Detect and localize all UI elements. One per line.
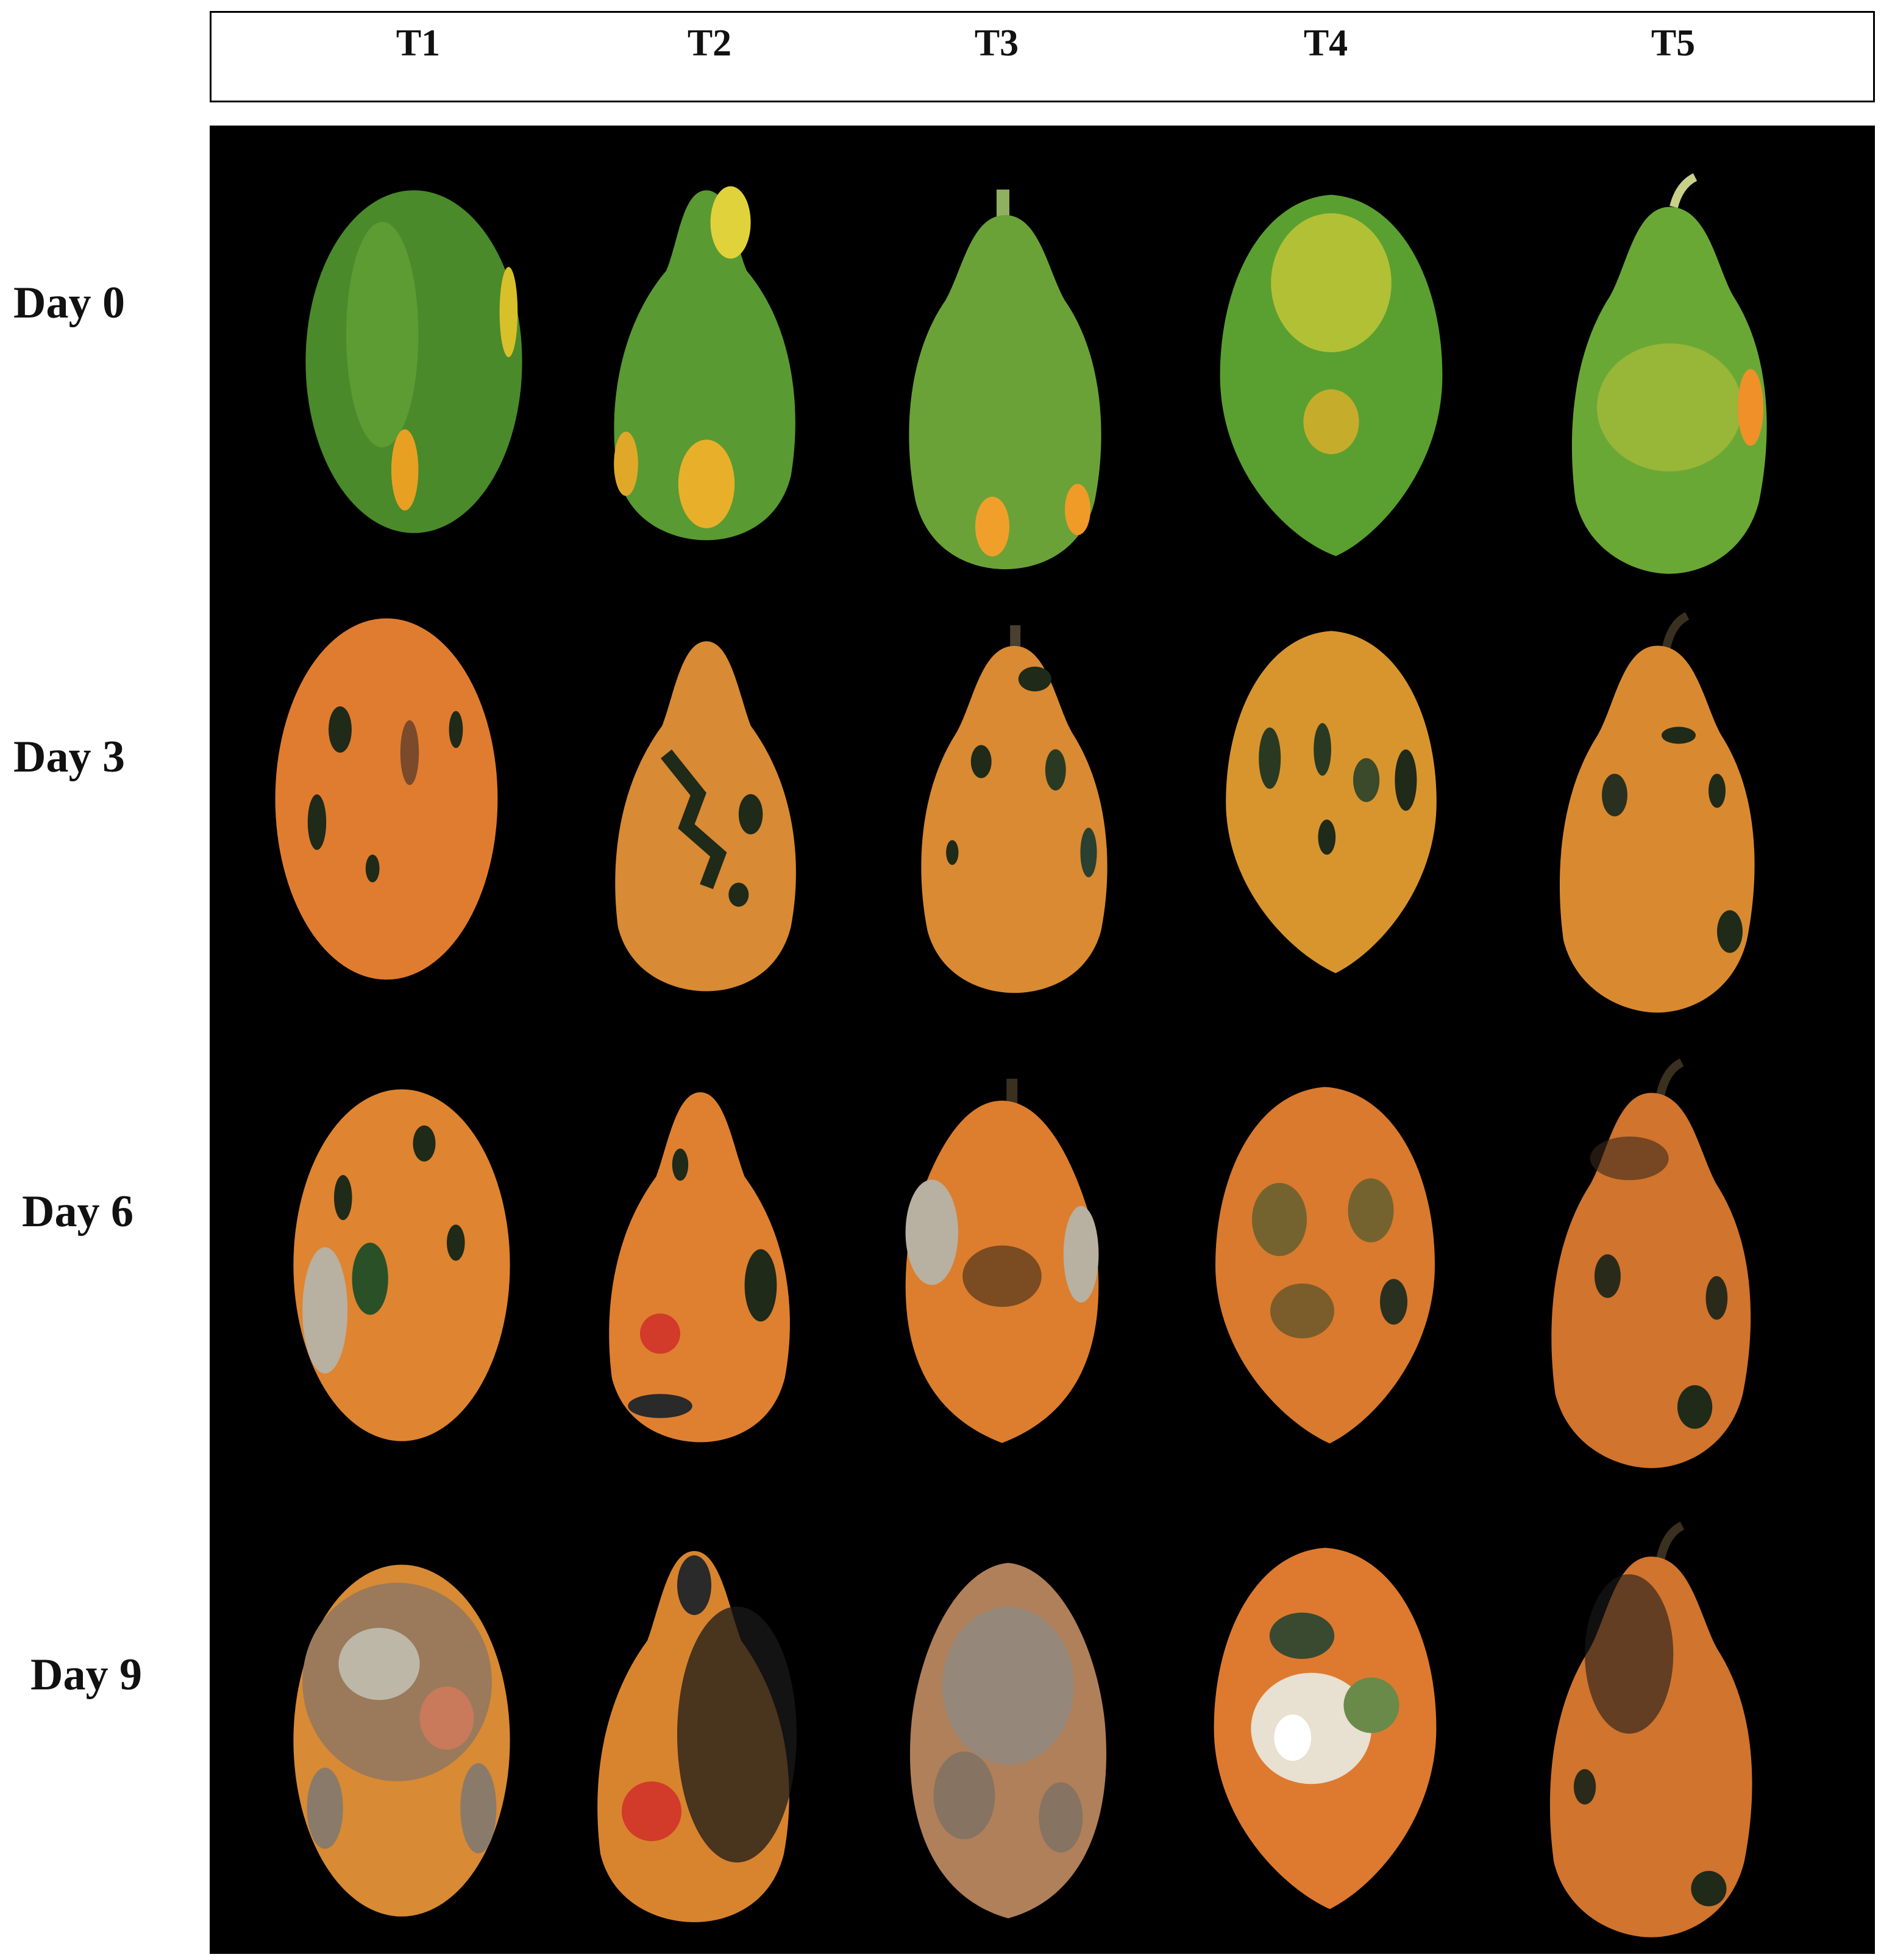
papaya-t2-day-3 — [606, 625, 807, 1003]
column-label-t1: T1 — [396, 23, 441, 64]
papaya-t4-day-6 — [1209, 1082, 1441, 1448]
papaya-t1-day-6 — [289, 1076, 514, 1454]
papaya-t5-day-3 — [1551, 607, 1764, 1021]
fruit-photo-grid — [210, 126, 1875, 1954]
papaya-t2-day-9 — [588, 1533, 801, 1936]
column-header-box — [210, 11, 1875, 102]
papaya-t1-day-3 — [271, 613, 502, 985]
papaya-t2-day-6 — [600, 1076, 801, 1454]
papaya-t3-day-3 — [911, 625, 1118, 997]
row-label-day-0: Day 0 — [13, 278, 125, 328]
papaya-t2-day-0 — [606, 174, 807, 552]
papaya-t4-day-9 — [1209, 1539, 1441, 1917]
column-label-t4: T4 — [1303, 23, 1348, 64]
papaya-t5-day-0 — [1563, 168, 1776, 583]
row-label-day-9: Day 9 — [30, 1650, 142, 1700]
papaya-t3-day-0 — [898, 186, 1112, 577]
papaya-t1-day-0 — [301, 174, 527, 540]
papaya-t5-day-6 — [1538, 1058, 1764, 1472]
column-label-t5: T5 — [1651, 23, 1696, 64]
column-label-t3: T3 — [974, 23, 1019, 64]
papaya-t3-day-9 — [898, 1546, 1118, 1936]
papaya-t5-day-9 — [1538, 1521, 1764, 1942]
papaya-t3-day-6 — [892, 1076, 1112, 1454]
papaya-t4-day-0 — [1215, 186, 1447, 564]
row-label-day-3: Day 3 — [13, 732, 125, 782]
papaya-t4-day-3 — [1221, 625, 1441, 979]
papaya-t1-day-9 — [289, 1552, 514, 1930]
column-label-t2: T2 — [687, 23, 732, 64]
row-label-day-6: Day 6 — [22, 1187, 133, 1237]
